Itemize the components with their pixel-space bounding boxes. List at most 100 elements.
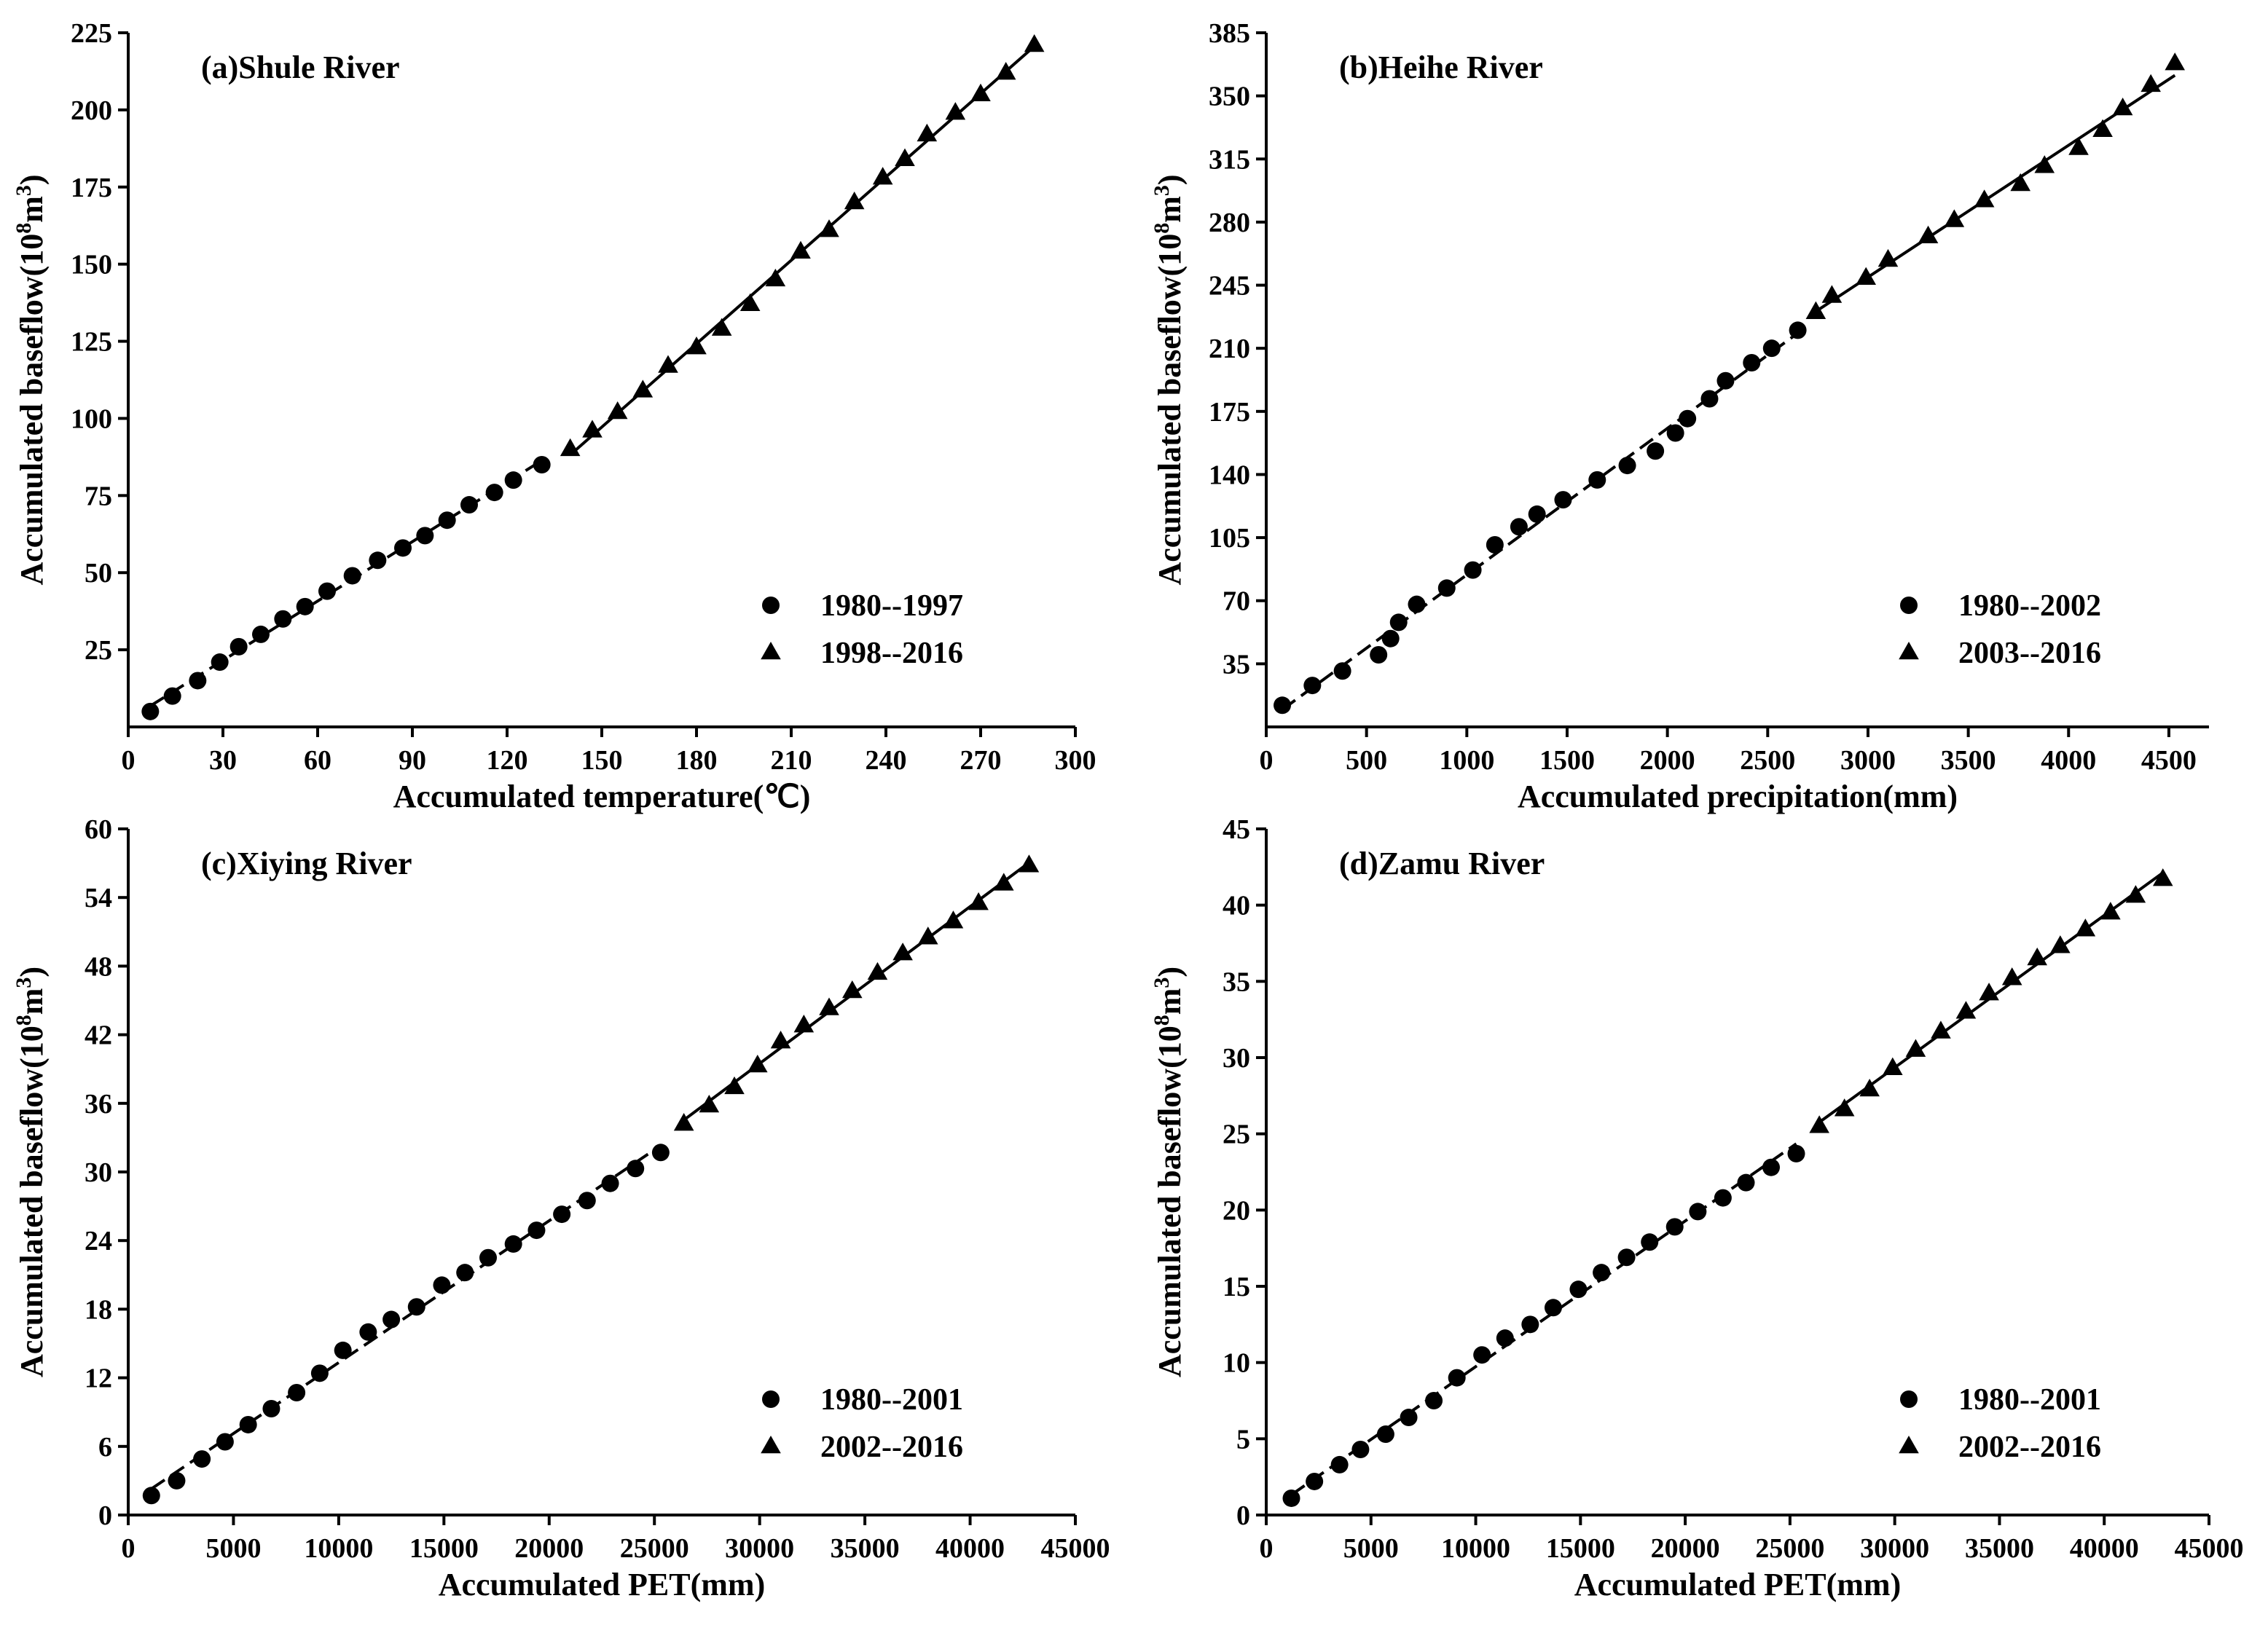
x-tick-label: 0 xyxy=(1260,745,1274,776)
y-axis-title-part: Accumulated baseflow(10 xyxy=(14,1026,50,1377)
y-axis-title-part: m xyxy=(1152,988,1188,1015)
data-point xyxy=(1689,1203,1707,1221)
data-point xyxy=(1617,1248,1636,1267)
x-tick-label: 30000 xyxy=(725,1533,794,1564)
data-point xyxy=(2027,947,2048,966)
data-point xyxy=(2141,74,2161,93)
data-point xyxy=(632,379,654,398)
y-tick-label: 42 xyxy=(85,1020,112,1051)
legend-label: 2002--2016 xyxy=(820,1431,963,1464)
data-point xyxy=(438,511,456,530)
data-point xyxy=(239,1415,257,1433)
x-tick-label: 25000 xyxy=(1755,1533,1824,1564)
data-point xyxy=(1593,1264,1611,1282)
data-point xyxy=(1787,1144,1805,1162)
data-point xyxy=(141,702,160,720)
data-point xyxy=(1809,1115,1829,1133)
y-tick-label: 6 xyxy=(98,1432,112,1463)
data-point xyxy=(1330,1455,1349,1473)
data-point xyxy=(163,687,181,705)
data-point xyxy=(1877,248,1899,267)
x-tick-label: 15000 xyxy=(409,1533,479,1564)
data-point xyxy=(416,527,434,545)
y-tick-label: 0 xyxy=(98,1500,112,1531)
data-point xyxy=(211,653,229,672)
y-tick-label: 225 xyxy=(71,18,112,49)
x-tick-label: 25000 xyxy=(620,1533,689,1564)
legend-marker xyxy=(1900,1390,1918,1408)
data-point xyxy=(1333,662,1351,680)
data-point xyxy=(1569,1280,1588,1299)
data-point xyxy=(1647,442,1665,460)
data-point xyxy=(1834,1098,1855,1117)
y-tick-label: 40 xyxy=(1223,891,1250,921)
data-point xyxy=(1618,457,1636,475)
chart-panel-1: 0 500 1000 1500 2000 2500 3000 3500 4000 4500 35 70… xyxy=(1150,18,2209,814)
x-tick-label: 30 xyxy=(209,745,237,776)
data-point xyxy=(1700,390,1719,408)
data-point xyxy=(686,337,707,355)
data-point xyxy=(2075,918,2096,937)
y-axis-title-part: 3 xyxy=(1150,977,1174,988)
data-point xyxy=(1282,1489,1300,1507)
data-point xyxy=(1882,1057,1903,1075)
y-axis-title-part: m xyxy=(1152,196,1188,223)
x-tick-label: 20000 xyxy=(514,1533,584,1564)
data-point xyxy=(1665,1218,1684,1236)
legend-label: 1980--2001 xyxy=(820,1383,963,1417)
chart-panel-3: 0 5000 10000 15000 20000 25000 30000 35000 40000… xyxy=(1150,814,2244,1602)
data-point xyxy=(1464,561,1482,579)
data-point xyxy=(819,997,839,1015)
data-point xyxy=(1351,1440,1370,1458)
data-point xyxy=(841,980,863,999)
data-point xyxy=(359,1323,377,1341)
data-point xyxy=(895,148,915,166)
legend-marker xyxy=(1900,597,1918,614)
data-point xyxy=(142,1487,160,1505)
x-tick-label: 60 xyxy=(304,745,331,776)
y-tick-label: 125 xyxy=(71,327,112,358)
data-point xyxy=(917,926,938,945)
data-point xyxy=(917,123,938,142)
data-point xyxy=(1856,267,1877,285)
x-tick-label: 210 xyxy=(771,745,812,776)
data-point xyxy=(288,1384,306,1402)
y-axis-title-part: ) xyxy=(14,967,50,977)
data-point xyxy=(790,240,811,259)
data-point xyxy=(216,1433,234,1451)
x-tick-label: 5000 xyxy=(1343,1533,1399,1564)
y-tick-label: 0 xyxy=(1236,1500,1250,1531)
y-axis-title-part: Accumulated baseflow(10 xyxy=(1152,234,1188,586)
data-point xyxy=(2152,868,2173,886)
data-point xyxy=(1762,1158,1781,1176)
x-tick-label: 270 xyxy=(960,745,1002,776)
y-axis-title-part: ) xyxy=(1152,174,1188,185)
data-point xyxy=(1716,371,1735,390)
data-point xyxy=(673,1113,694,1131)
data-point xyxy=(252,625,270,643)
legend-label: 1980--1997 xyxy=(820,589,963,623)
data-point xyxy=(1389,613,1408,631)
y-axis-title-part: 3 xyxy=(12,185,36,196)
legend-label: 1980--2002 xyxy=(1958,589,2101,623)
data-point xyxy=(1528,505,1546,523)
y-axis-title-part: Accumulated baseflow(10 xyxy=(1152,1026,1188,1377)
data-point xyxy=(1274,696,1292,715)
y-axis-title: Accumulated baseflow(108m3) xyxy=(1150,967,1188,1377)
data-point xyxy=(819,219,839,237)
data-point xyxy=(1979,983,1999,1001)
y-axis-title-part: ) xyxy=(14,174,50,185)
data-point xyxy=(1918,225,1939,244)
data-point xyxy=(460,496,478,514)
y-axis-title: Accumulated baseflow(108m3) xyxy=(1150,174,1188,585)
x-axis-title: Accumulated PET(mm) xyxy=(439,1567,766,1602)
data-point xyxy=(770,1031,791,1049)
data-point xyxy=(310,1364,329,1382)
data-point xyxy=(601,1174,619,1192)
data-point xyxy=(394,539,412,557)
y-axis-title: Accumulated baseflow(108m3) xyxy=(12,967,50,1377)
x-tick-label: 500 xyxy=(1346,745,1387,776)
y-tick-label: 75 xyxy=(85,481,112,511)
data-point xyxy=(1805,301,1826,319)
fit-line-0 xyxy=(1290,1142,1797,1496)
